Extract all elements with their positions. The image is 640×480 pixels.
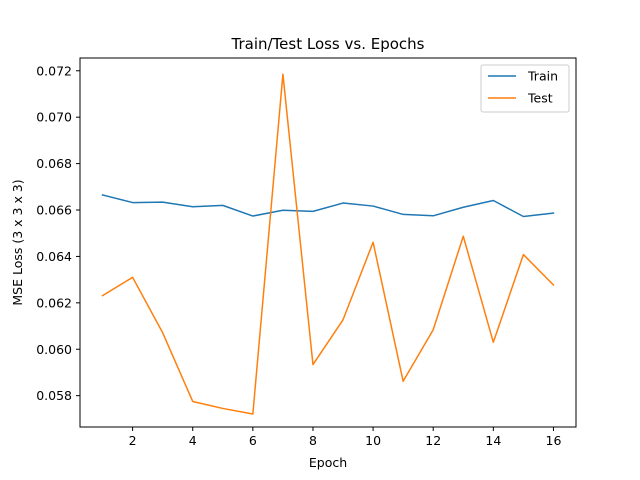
y-tick-label: 0.066	[36, 203, 72, 218]
series-line-train	[101, 194, 555, 218]
series-line-test	[101, 73, 555, 415]
y-tick-label: 0.064	[36, 249, 72, 264]
plot-frame	[79, 57, 577, 428]
legend-label-train: Train	[527, 69, 558, 84]
x-tick-label: 16	[546, 433, 562, 448]
x-tick-label: 2	[129, 433, 137, 448]
x-tick-label: 12	[425, 433, 441, 448]
x-tick-label: 4	[189, 433, 197, 448]
y-tick-label: 0.072	[36, 63, 72, 78]
legend-label-test: Test	[527, 91, 553, 106]
y-tick-label: 0.062	[36, 295, 72, 310]
y-axis-label: MSE Loss (3 x 3 x 3)	[10, 179, 25, 305]
legend: Train Test	[480, 64, 570, 113]
series-layer	[101, 73, 555, 415]
x-axis: 2 4 6 8 10 12 14 16	[129, 427, 562, 448]
y-axis: 0.058 0.060 0.062 0.064 0.066 0.068 0.070 0.072	[36, 63, 80, 403]
y-tick-label: 0.068	[36, 156, 72, 171]
x-tick-label: 14	[485, 433, 501, 448]
chart-title: Train/Test Loss vs. Epochs	[231, 35, 425, 53]
x-tick-label: 10	[365, 433, 381, 448]
x-axis-label: Epoch	[309, 455, 347, 470]
y-tick-label: 0.070	[36, 110, 72, 125]
y-tick-label: 0.060	[36, 342, 72, 357]
x-tick-label: 6	[249, 433, 257, 448]
y-tick-label: 0.058	[36, 388, 72, 403]
x-tick-label: 8	[309, 433, 317, 448]
